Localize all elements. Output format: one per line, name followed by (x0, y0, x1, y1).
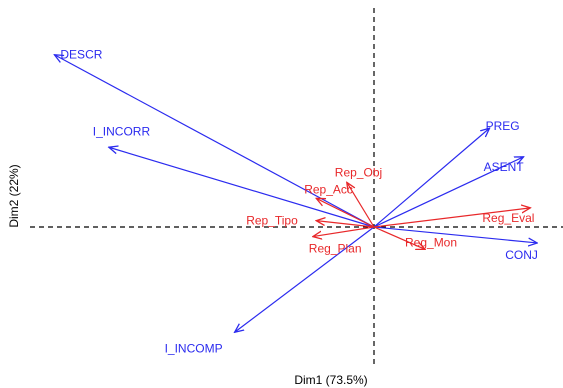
vector-reg-mon (373, 226, 425, 249)
vector-label-reg-mon: Reg_Mon (405, 235, 457, 249)
vector-label-rep-acc: Rep_Acc (304, 182, 353, 196)
vector-rep-acc (316, 198, 375, 228)
vector-label-reg-eval: Reg_Eval (482, 211, 534, 225)
vector-rep-obj (347, 182, 375, 228)
vector-group: DESCR I_INCORR PREG ASENT CONJ I_INCOMP Rep_Ob… (54, 48, 538, 355)
vector-label-i-incorr: I_INCORR (93, 124, 151, 138)
vector-asent (373, 157, 524, 228)
x-axis-label: Dim1 (73.5%) (294, 373, 367, 387)
vector-descr (54, 55, 375, 228)
vector-i-incorr (109, 147, 375, 228)
vector-label-rep-obj: Rep_Obj (335, 165, 382, 179)
vector-label-preg: PREG (486, 119, 520, 133)
vector-label-conj: CONJ (505, 248, 538, 262)
vector-preg (373, 128, 490, 228)
vector-reg-eval (373, 208, 530, 228)
vector-rep-tipo (316, 221, 375, 228)
vector-label-reg-plan: Reg_Plan (309, 242, 362, 256)
vector-label-rep-tipo: Rep_Tipo (246, 214, 298, 228)
y-axis-label: Dim2 (22%) (7, 164, 21, 227)
vector-conj (373, 226, 537, 243)
vector-label-i-incomp: I_INCOMP (165, 341, 223, 355)
vector-label-descr: DESCR (60, 48, 102, 62)
vector-label-asent: ASENT (484, 160, 525, 174)
vector-i-incomp (235, 226, 375, 332)
vector-reg-plan (313, 226, 375, 237)
